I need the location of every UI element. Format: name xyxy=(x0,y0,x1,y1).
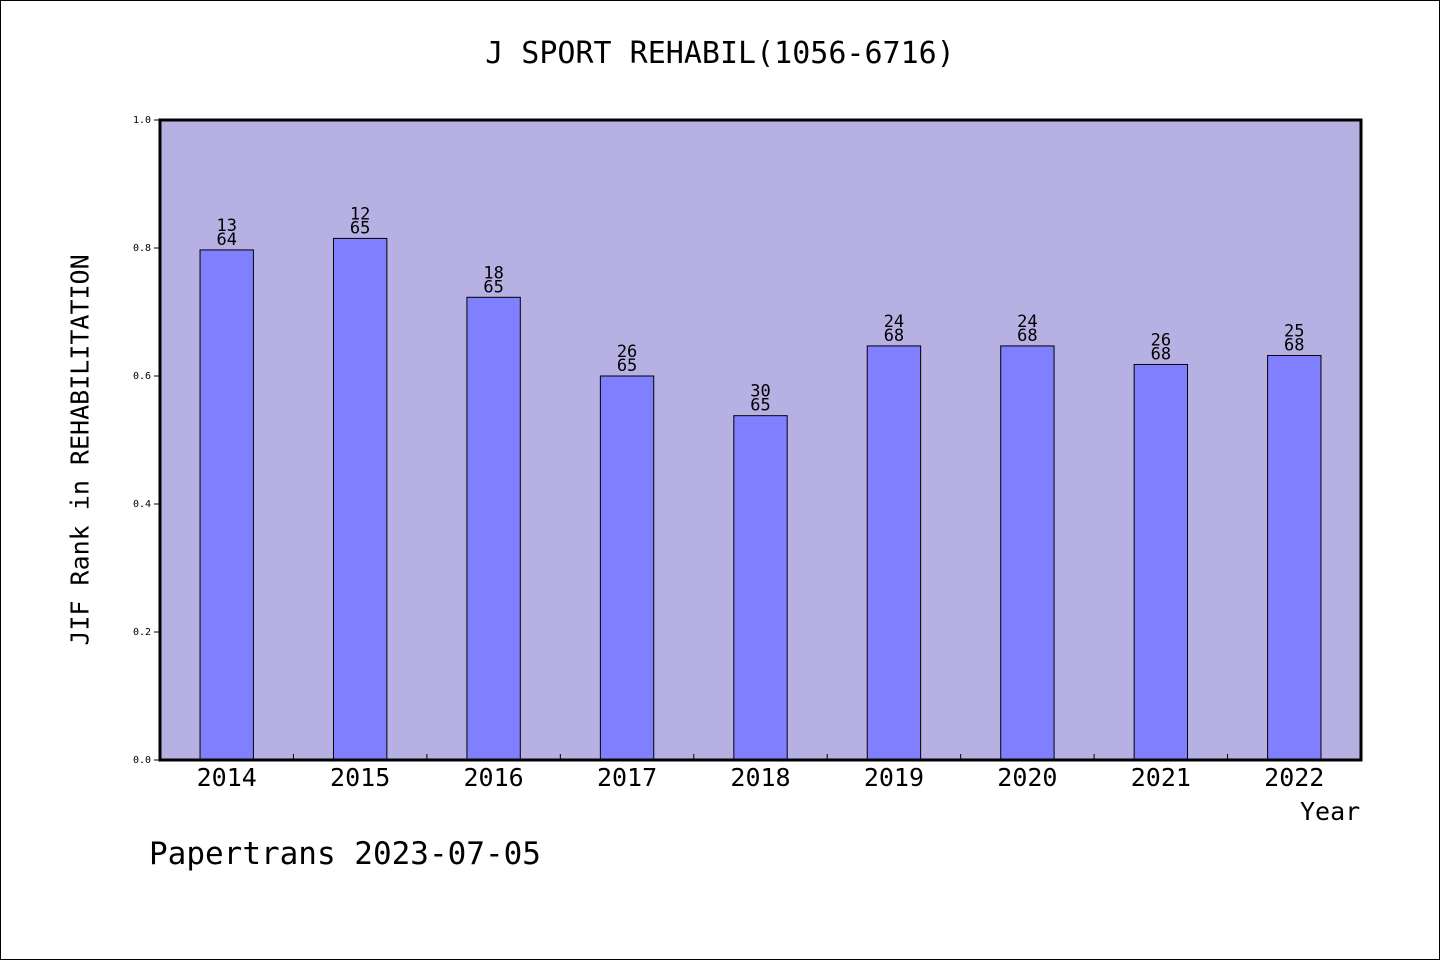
bar-total-label: 68 xyxy=(1284,336,1304,356)
footer-watermark: Papertrans 2023-07-05 xyxy=(149,836,541,872)
bar-rank-label: 12 xyxy=(350,204,370,224)
plot-border xyxy=(158,118,1363,762)
x-tick-label: 2016 xyxy=(464,763,524,792)
bar-rank-label: 18 xyxy=(483,263,503,283)
bar-rank-label: 26 xyxy=(1151,330,1171,350)
y-tick-label: 0.0 xyxy=(133,755,151,766)
bar-2019 xyxy=(866,345,922,761)
bar-rank-label: 24 xyxy=(1017,312,1037,332)
y-axis: 0.0 0.2 0.4 0.6 0.8 1.0 xyxy=(133,115,160,766)
bar-rank-label: 25 xyxy=(1284,322,1304,342)
bars-group xyxy=(199,237,1322,761)
x-tick-label: 2014 xyxy=(197,763,257,792)
bar-total-label: 65 xyxy=(750,396,770,416)
bar-total-label: 65 xyxy=(483,277,503,297)
x-tick-label: 2017 xyxy=(597,763,657,792)
y-tick-label: 0.8 xyxy=(133,243,151,254)
bar-2016 xyxy=(466,296,521,761)
bar-total-label: 68 xyxy=(1151,344,1171,364)
bar-total-label: 65 xyxy=(617,356,637,376)
x-tick-label: 2021 xyxy=(1131,763,1191,792)
x-axis-label: Year xyxy=(1300,797,1361,826)
bar-2022 xyxy=(1267,355,1322,761)
bar-2014 xyxy=(199,249,254,761)
x-tick-label: 2019 xyxy=(864,763,924,792)
bar-rank-label: 26 xyxy=(617,342,637,362)
bar-total-label: 68 xyxy=(1017,326,1037,346)
x-axis: 2014 2015 2016 2017 2018 2019 2020 2021 2022 xyxy=(197,754,1324,792)
x-tick-label: 2015 xyxy=(330,763,390,792)
x-tick-label: 2022 xyxy=(1264,763,1324,792)
chart-title: J SPORT REHABIL(1056-6716) xyxy=(485,36,955,71)
bar-total-label: 65 xyxy=(350,218,370,238)
bar-rank-label: 30 xyxy=(750,382,770,402)
bar-2018 xyxy=(733,415,788,761)
bar-rank-label: 13 xyxy=(216,216,236,236)
bar-total-label: 68 xyxy=(884,326,904,346)
bar-total-label: 64 xyxy=(216,230,236,250)
y-axis-label: JIF Rank in REHABILITATION xyxy=(65,254,95,646)
y-tick-label: 0.2 xyxy=(133,627,151,638)
x-tick-label: 2020 xyxy=(997,763,1057,792)
y-tick-label: 0.4 xyxy=(133,499,151,510)
y-tick-label: 0.6 xyxy=(133,371,151,382)
bar-2020 xyxy=(1000,345,1055,761)
bar-rank-label: 24 xyxy=(884,312,904,332)
bar-2021 xyxy=(1133,363,1189,761)
y-tick-label: 1.0 xyxy=(133,115,151,126)
bar-2017 xyxy=(599,375,655,761)
bar-2015 xyxy=(332,237,388,761)
x-tick-label: 2018 xyxy=(730,763,790,792)
